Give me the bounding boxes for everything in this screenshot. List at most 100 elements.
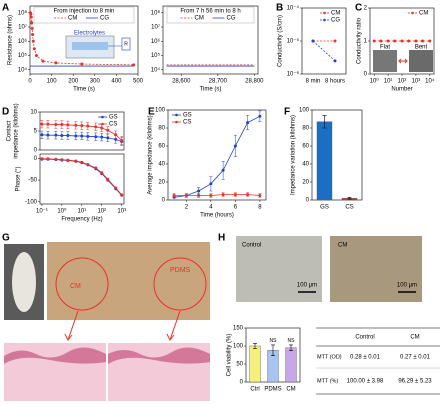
- marker: [29, 15, 33, 19]
- marker: [31, 32, 35, 36]
- y-axis-label: Impedance variation (kilohms): [291, 115, 297, 195]
- panel-label: H: [218, 233, 225, 244]
- legend-label: CM: [68, 16, 77, 22]
- annotation: CM: [338, 243, 347, 249]
- y-tick-label: 10⁷: [18, 24, 27, 31]
- marker: [209, 194, 213, 197]
- y-tick-label: 0: [240, 380, 244, 386]
- marker: [428, 39, 432, 43]
- plot-frame: [311, 109, 363, 201]
- panel-labels: A B C D E F G H: [2, 3, 362, 244]
- x-tick-label: GS: [320, 205, 329, 211]
- marker: [106, 128, 110, 132]
- marker: [29, 12, 33, 16]
- epidermis: [108, 347, 210, 364]
- marker: [54, 61, 58, 65]
- y-tick-label: 100: [155, 108, 166, 114]
- annotation: CM: [70, 283, 81, 290]
- chamber-schematic: Electrolytes Chamber R: [65, 31, 131, 67]
- y-tick-label: 10⁻⁴: [287, 5, 300, 12]
- bar: [249, 345, 261, 383]
- arrow: [64, 310, 181, 341]
- panel-label: B: [276, 3, 283, 14]
- panel-label: E: [148, 107, 155, 118]
- bar-label: NS: [288, 338, 296, 344]
- y-tick-label: 5: [34, 129, 38, 135]
- marker: [80, 62, 84, 66]
- marker: [379, 39, 383, 43]
- mouse: [12, 252, 36, 312]
- y-tick-label: 1: [364, 39, 368, 45]
- annotation: R: [124, 41, 128, 47]
- marker: [333, 59, 337, 63]
- marker: [421, 39, 425, 43]
- annotation: Chamber: [78, 61, 103, 67]
- x-tick-label: 2: [185, 205, 189, 211]
- x-tick-label: 10⁰: [370, 78, 380, 85]
- y-tick-label: 0: [306, 198, 310, 204]
- marker: [66, 123, 70, 127]
- legend-label: CS: [183, 120, 191, 126]
- legend-marker: [101, 115, 104, 119]
- photo-bent: [409, 50, 433, 72]
- marker: [311, 39, 315, 43]
- y-tick-label: 10⁷: [151, 24, 160, 31]
- marker: [32, 47, 36, 51]
- marker: [333, 39, 337, 43]
- legend-label: CG: [227, 16, 236, 22]
- y-axis-label: Average impedance (kilohms): [148, 115, 154, 194]
- panel-h-images: Control CM 100 μm 100 μm: [236, 236, 422, 302]
- marker: [80, 124, 84, 128]
- marker: [54, 157, 58, 161]
- plot-frame: [29, 5, 139, 75]
- x-tick-label: 100: [47, 79, 58, 85]
- y-axis-label: Cell viability (%): [227, 334, 233, 377]
- marker: [41, 59, 45, 63]
- annotation: Flat: [380, 45, 390, 51]
- bar: [285, 347, 297, 383]
- x-tick-label: 300: [90, 79, 101, 85]
- y-tick-label: -50: [28, 178, 37, 184]
- y-tick-label: 40: [302, 162, 309, 168]
- marker: [400, 39, 404, 43]
- x-tick-label: CS: [345, 205, 353, 211]
- y-tick-label: 80: [158, 126, 165, 132]
- marker: [30, 21, 34, 25]
- marker: [184, 194, 188, 197]
- y-tick-label: 10⁻⁶: [287, 71, 300, 78]
- resistor: [121, 37, 131, 51]
- marker: [54, 133, 58, 137]
- x-tick-label: 10³: [117, 209, 126, 215]
- y-tick-label: -100: [25, 199, 38, 205]
- x-tick-label: 500: [133, 79, 144, 85]
- marker: [106, 136, 110, 140]
- marker: [100, 126, 104, 130]
- legend-marker: [175, 120, 178, 124]
- photo-flat: [373, 50, 397, 72]
- legend-marker: [323, 18, 326, 22]
- photo-skin: [47, 242, 210, 320]
- y-axis-label: Contact: [7, 120, 13, 141]
- y-tick-label: 0: [162, 198, 166, 204]
- marker: [407, 39, 411, 43]
- error-bar: [347, 197, 352, 200]
- marker: [60, 134, 64, 138]
- region-circle: [55, 257, 109, 311]
- legend-label: CM: [331, 11, 340, 17]
- legend-label: GS: [109, 115, 118, 121]
- y-tick-label: 10⁻⁵: [287, 38, 300, 45]
- legend-box: [33, 6, 135, 24]
- x-tick-label: 6: [234, 205, 238, 211]
- marker: [40, 157, 44, 161]
- y-axis-label: Phase (°): [16, 166, 22, 191]
- x-axis-label: Number: [391, 87, 412, 93]
- y-tick-label: 60: [158, 144, 165, 150]
- y-tick-label: 80: [302, 126, 309, 132]
- marker: [386, 39, 390, 43]
- x-tick-label: 4: [209, 205, 213, 211]
- error-bar: [271, 344, 275, 357]
- x-tick-label: 8 min: [306, 79, 321, 85]
- legend-title: From injection to 8 min: [54, 9, 115, 15]
- legend-label: CM: [419, 11, 428, 17]
